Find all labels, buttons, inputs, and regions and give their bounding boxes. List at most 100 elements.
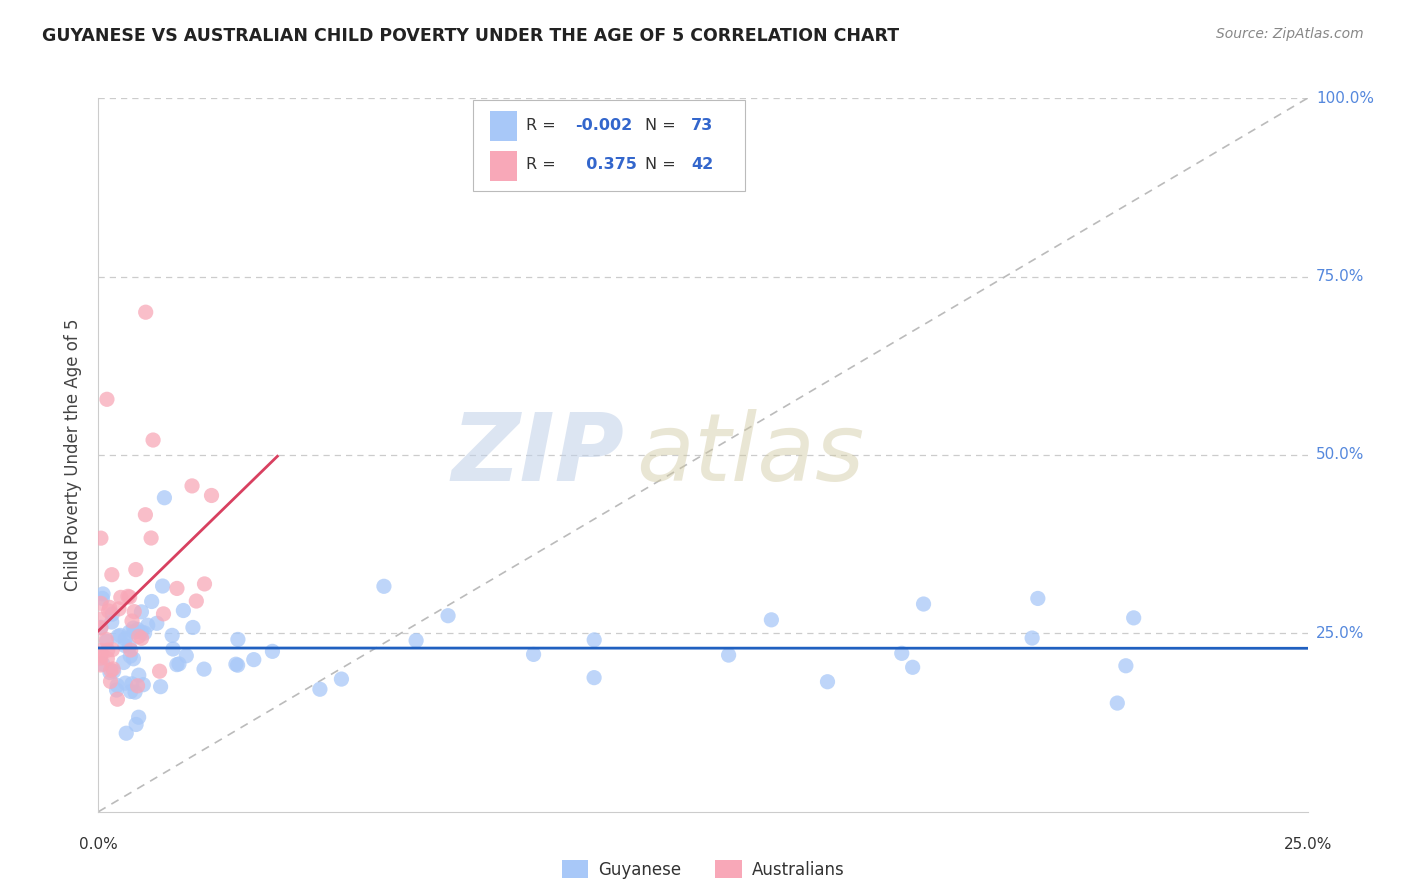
Point [120, 684, 142, 698]
Point [107, 629, 129, 643]
Point [152, 579, 174, 593]
Point [122, 625, 145, 640]
Text: 0.0%: 0.0% [79, 837, 118, 852]
Text: 42: 42 [690, 157, 713, 172]
Point [131, 605, 153, 619]
Text: Source: ZipAtlas.com: Source: ZipAtlas.com [1216, 27, 1364, 41]
Text: 50.0%: 50.0% [1316, 448, 1364, 462]
Point [225, 657, 247, 672]
Point [141, 594, 163, 608]
Point [262, 644, 284, 658]
Point [181, 620, 204, 634]
Point [242, 652, 264, 666]
Point [1021, 631, 1043, 645]
Point [373, 579, 395, 593]
Text: 75.0%: 75.0% [1316, 269, 1364, 284]
Text: 25.0%: 25.0% [1284, 837, 1331, 852]
FancyBboxPatch shape [491, 151, 517, 180]
Point [912, 597, 935, 611]
Text: 25.0%: 25.0% [1316, 626, 1364, 640]
Point [186, 594, 208, 608]
Point [114, 676, 136, 690]
Point [136, 618, 159, 632]
Point [405, 633, 427, 648]
Point [98, 600, 121, 615]
Point [142, 433, 165, 447]
Point [437, 608, 460, 623]
Point [1115, 658, 1137, 673]
Point [522, 648, 544, 662]
Text: R =: R = [526, 157, 557, 172]
Point [101, 662, 124, 676]
Point [131, 625, 153, 640]
Point [226, 658, 249, 673]
Point [118, 624, 141, 639]
Point [90, 651, 112, 665]
Text: -0.002: -0.002 [575, 118, 633, 133]
Text: ZIP: ZIP [451, 409, 624, 501]
Point [152, 607, 174, 621]
Point [122, 605, 145, 619]
Point [101, 567, 124, 582]
Point [817, 674, 839, 689]
Text: 100.0%: 100.0% [1316, 91, 1374, 105]
Point [127, 623, 149, 637]
Point [153, 491, 176, 505]
Point [107, 692, 129, 706]
Point [226, 632, 249, 647]
Point [105, 683, 128, 698]
Point [112, 656, 135, 670]
Text: 73: 73 [690, 118, 713, 133]
FancyBboxPatch shape [491, 111, 517, 141]
Point [167, 657, 190, 671]
Point [131, 632, 153, 646]
Point [90, 621, 112, 635]
Point [166, 657, 188, 672]
Point [90, 643, 112, 657]
Point [583, 632, 606, 647]
Point [134, 626, 156, 640]
Point [90, 648, 112, 662]
Point [121, 677, 143, 691]
Point [98, 665, 121, 680]
Text: GUYANESE VS AUSTRALIAN CHILD POVERTY UNDER THE AGE OF 5 CORRELATION CHART: GUYANESE VS AUSTRALIAN CHILD POVERTY UND… [42, 27, 900, 45]
Point [174, 648, 197, 663]
Point [90, 596, 112, 610]
Point [118, 640, 141, 654]
Point [122, 652, 145, 666]
Point [91, 657, 114, 671]
Point [149, 680, 172, 694]
Point [330, 672, 353, 686]
Text: R =: R = [526, 118, 557, 133]
Point [166, 582, 188, 596]
Point [103, 665, 125, 679]
Point [90, 657, 112, 672]
Point [193, 577, 215, 591]
Point [91, 591, 114, 606]
Point [134, 508, 156, 522]
FancyBboxPatch shape [474, 100, 745, 191]
Point [96, 634, 118, 648]
Text: N =: N = [645, 157, 676, 172]
Point [117, 590, 139, 604]
Point [105, 678, 128, 692]
Point [101, 607, 124, 621]
Point [121, 614, 143, 628]
Point [108, 602, 131, 616]
Point [100, 615, 122, 629]
Point [96, 392, 118, 407]
Point [115, 726, 138, 740]
Point [125, 563, 148, 577]
Text: N =: N = [645, 118, 676, 133]
Point [717, 648, 740, 662]
Point [761, 613, 783, 627]
Point [97, 604, 120, 618]
Point [110, 628, 132, 642]
Point [148, 664, 170, 678]
Point [146, 616, 169, 631]
Point [110, 591, 132, 605]
Point [890, 646, 912, 660]
Point [139, 531, 162, 545]
Point [96, 651, 118, 665]
Point [193, 662, 215, 676]
